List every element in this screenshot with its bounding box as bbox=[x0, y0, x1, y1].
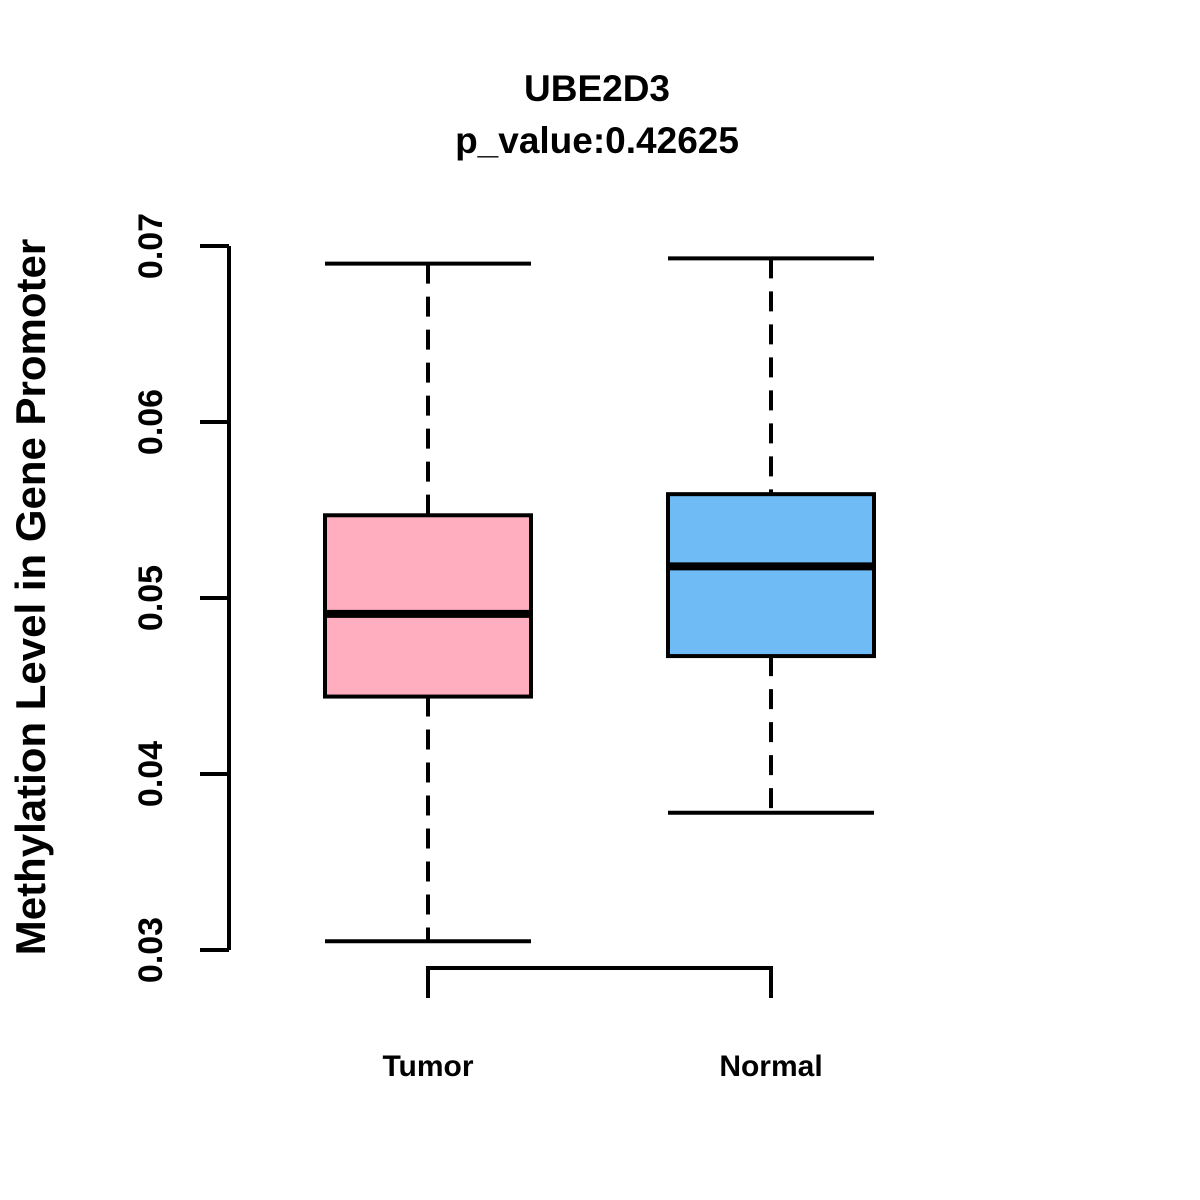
y-tick-label: 0.04 bbox=[132, 741, 170, 807]
y-axis-title: Methylation Level in Gene Promoter bbox=[7, 238, 54, 956]
normal-box bbox=[666, 492, 876, 659]
y-tick-label: 0.05 bbox=[132, 565, 170, 631]
y-tick-label: 0.03 bbox=[132, 917, 170, 983]
x-axis-bracket bbox=[426, 966, 773, 998]
y-tick-label: 0.07 bbox=[132, 213, 170, 279]
chart-pvalue-subtitle: p_value:0.42625 bbox=[455, 120, 739, 161]
chart-title: UBE2D3 bbox=[524, 68, 670, 109]
tumor-box bbox=[323, 513, 533, 699]
y-tick-label: 0.06 bbox=[132, 389, 170, 455]
x-category-label-normal: Normal bbox=[719, 1050, 822, 1083]
x-category-label-tumor: Tumor bbox=[382, 1050, 473, 1083]
